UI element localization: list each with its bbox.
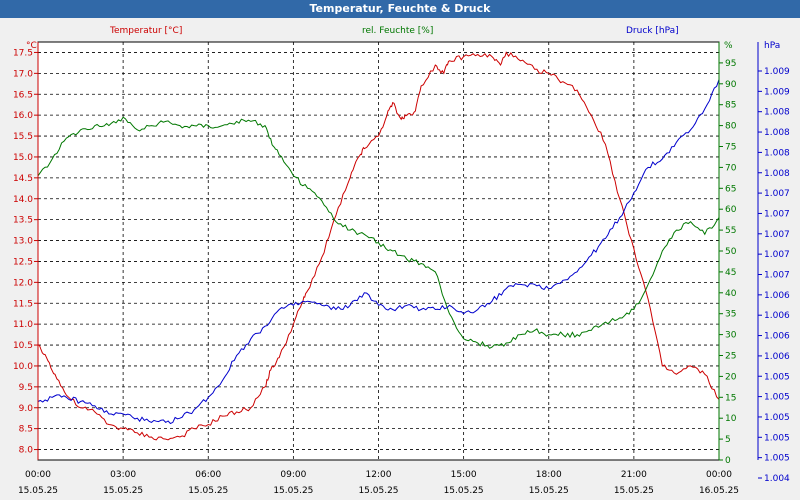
press-tick-label: 1.005: [764, 413, 790, 423]
temp-tick-label: 11.5: [13, 299, 33, 309]
hum-tick-label: 85: [725, 101, 736, 111]
x-tick-time: 09:00: [280, 470, 306, 480]
hum-tick-label: 50: [725, 247, 737, 257]
window-title: Temperatur, Feuchte & Druck: [0, 0, 800, 18]
temp-tick-label: 14.0: [13, 195, 33, 205]
x-tick-time: 00:00: [706, 470, 732, 480]
legend-pressure: Druck [hPa]: [626, 26, 679, 36]
hum-tick-label: 75: [725, 143, 736, 153]
temp-tick-label: 10.0: [13, 362, 33, 372]
hum-tick-label: 20: [725, 372, 737, 382]
legend-humidity: rel. Feuchte [%]: [362, 26, 433, 36]
press-tick-label: 1.009: [764, 67, 790, 77]
temp-tick-label: 8.5: [19, 425, 33, 435]
x-tick-date: 15.05.25: [529, 486, 569, 496]
series-line-temperatur: [37, 51, 720, 441]
press-axis-ticks: 1.004 1.005 1.005 1.005 1.005 1.005 1.006 1.006…: [758, 67, 790, 484]
x-tick-date: 15.05.25: [614, 486, 654, 496]
hum-tick-label: 45: [725, 268, 736, 278]
press-tick-label: 1.005: [764, 372, 790, 382]
temp-tick-label: 17.5: [13, 48, 33, 58]
temp-tick-label: 13.0: [13, 237, 33, 247]
hum-tick-label: 25: [725, 352, 736, 362]
x-tick-time: 12:00: [366, 470, 392, 480]
press-tick-label: 1.007: [764, 209, 790, 219]
temp-tick-label: 11.0: [13, 320, 33, 330]
x-tick-time: 15:00: [451, 470, 477, 480]
x-tick-date: 15.05.25: [18, 486, 58, 496]
hum-tick-label: 60: [725, 205, 737, 215]
hum-tick-label: 5: [725, 435, 731, 445]
x-tick-date: 15.05.25: [188, 486, 228, 496]
press-tick-label: 1.007: [764, 250, 790, 260]
hum-axis-ticks: 0 5 10 15 20 25 30 35 40 45 50 55 60 65 70 75 80 85 90 95: [719, 59, 737, 466]
press-tick-label: 1.008: [764, 108, 790, 118]
hum-tick-label: 15: [725, 393, 736, 403]
press-tick-label: 1.007: [764, 189, 790, 199]
press-tick-label: 1.007: [764, 230, 790, 240]
chart-area: °C 8.0 8.5 9.0 9.5 10.0 10.5 11.0 11.5 12.0 12.5 1…: [13, 26, 790, 496]
hum-tick-label: 70: [725, 163, 737, 173]
press-tick-label: 1.004: [764, 474, 790, 484]
temp-tick-label: 14.5: [13, 174, 33, 184]
hum-tick-label: 55: [725, 226, 736, 236]
temp-tick-label: 17.0: [13, 69, 33, 79]
x-tick-date: 15.05.25: [444, 486, 484, 496]
x-tick-time: 00:00: [25, 470, 51, 480]
press-tick-label: 1.008: [764, 169, 790, 179]
x-tick-date: 15.05.25: [358, 486, 398, 496]
hum-tick-label: 10: [725, 414, 737, 424]
press-tick-label: 1.008: [764, 148, 790, 158]
press-tick-label: 1.005: [764, 454, 790, 464]
hum-tick-label: 90: [725, 80, 737, 90]
temp-tick-label: 12.0: [13, 278, 33, 288]
press-tick-label: 1.006: [764, 332, 790, 342]
press-tick-label: 1.008: [764, 128, 790, 138]
temp-tick-label: 15.0: [13, 153, 33, 163]
temp-tick-label: 12.5: [13, 257, 33, 267]
legend-temperature: Temperatur [°C]: [109, 26, 182, 36]
hum-tick-label: 40: [725, 289, 737, 299]
press-tick-label: 1.006: [764, 311, 790, 321]
temp-tick-label: 13.5: [13, 216, 33, 226]
temp-tick-label: 10.5: [13, 341, 33, 351]
hum-tick-label: 80: [725, 122, 737, 132]
x-tick-time: 03:00: [110, 470, 136, 480]
x-tick-date: 15.05.25: [273, 486, 313, 496]
temp-tick-label: 16.5: [13, 90, 33, 100]
hum-tick-label: 30: [725, 331, 737, 341]
temp-tick-label: 16.0: [13, 111, 33, 121]
x-tick-time: 21:00: [621, 470, 647, 480]
temp-axis-ticks: 8.0 8.5 9.0 9.5 10.0 10.5 11.0 11.5 12.0 12.5 13.0…: [13, 48, 38, 456]
hum-tick-label: 95: [725, 59, 736, 69]
hum-unit: %: [724, 41, 733, 51]
grid: [38, 42, 719, 460]
temp-tick-label: 8.0: [19, 446, 34, 456]
press-unit: hPa: [764, 41, 780, 51]
press-tick-label: 1.009: [764, 87, 790, 97]
series-line-rel-feuchte: [37, 116, 720, 349]
press-tick-label: 1.006: [764, 291, 790, 301]
hum-tick-label: 35: [725, 310, 736, 320]
temp-tick-label: 15.5: [13, 132, 33, 142]
press-tick-label: 1.006: [764, 352, 790, 362]
press-tick-label: 1.005: [764, 393, 790, 403]
temp-tick-label: 9.0: [19, 404, 34, 414]
temp-tick-label: 9.5: [19, 383, 33, 393]
x-tick-time: 06:00: [195, 470, 221, 480]
press-tick-label: 1.007: [764, 271, 790, 281]
hum-tick-label: 0: [725, 456, 731, 466]
series-line-druck: [37, 79, 720, 425]
x-tick-time: 18:00: [536, 470, 562, 480]
x-tick-date: 16.05.25: [699, 486, 739, 496]
x-axis-ticks: 00:00 15.05.25 03:00 15.05.25 06:00 15.05.25 0…: [18, 470, 739, 496]
x-tick-date: 15.05.25: [103, 486, 143, 496]
hum-tick-label: 65: [725, 184, 736, 194]
temp-unit: °C: [26, 41, 37, 51]
press-tick-label: 1.005: [764, 433, 790, 443]
series-layer: [37, 51, 720, 441]
